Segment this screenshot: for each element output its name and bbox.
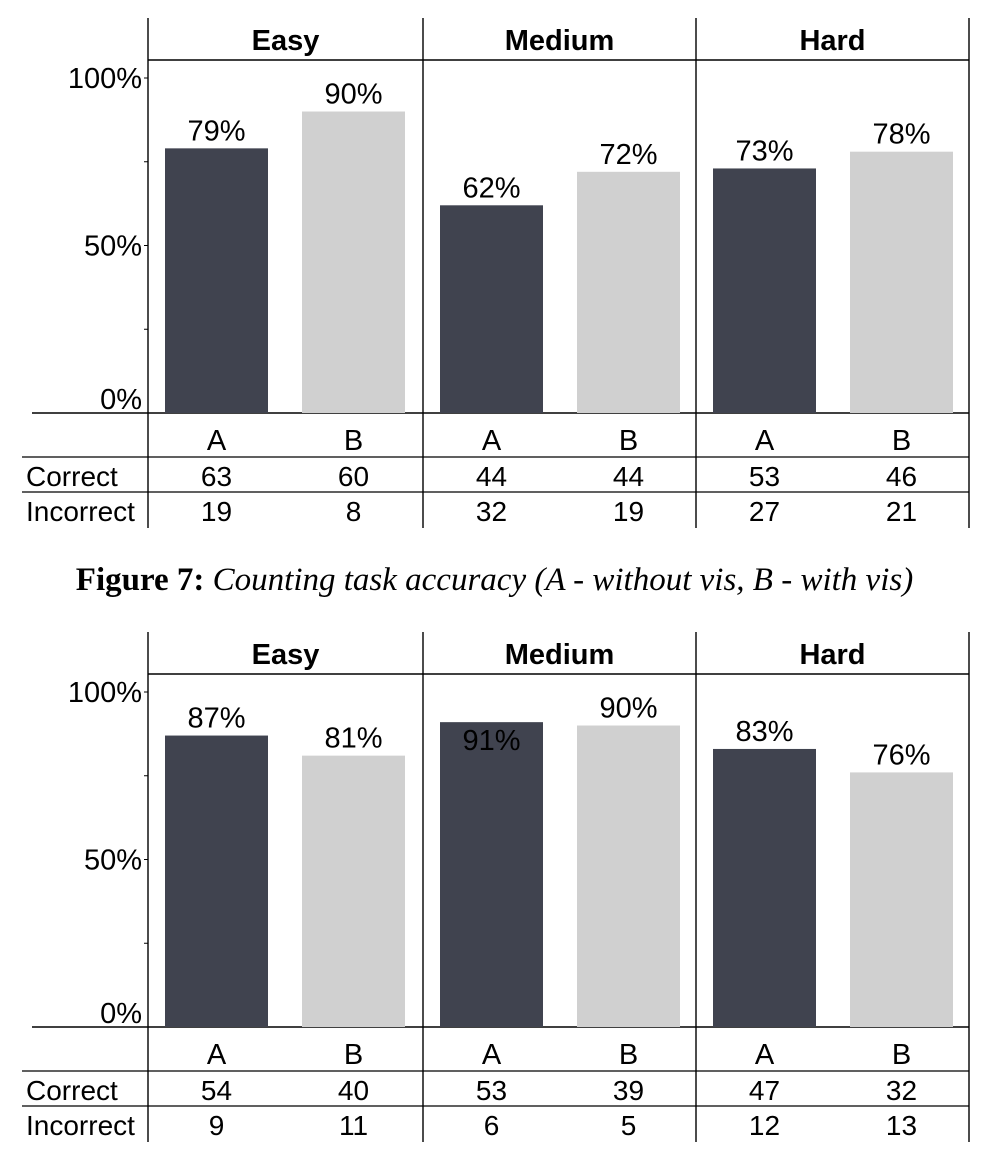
c2-table-cell-incorrect: 9 bbox=[209, 1110, 225, 1141]
figure-caption: Figure 7: Counting task accuracy (A - wi… bbox=[0, 562, 989, 599]
c1-table-cell-correct: 44 bbox=[613, 461, 644, 492]
c1-group-label-easy: Easy bbox=[252, 25, 320, 57]
c2-table-cell-correct: 32 bbox=[886, 1075, 917, 1106]
c2-table-cell-incorrect: 5 bbox=[621, 1110, 637, 1141]
c1-data-label-medium-a: 62% bbox=[462, 172, 520, 204]
c2-table-cell-incorrect: 11 bbox=[339, 1110, 368, 1141]
c1-data-label-medium-b: 72% bbox=[599, 139, 657, 171]
c2-category-label-easy-b: B bbox=[344, 1039, 363, 1071]
c2-table-cell-incorrect: 6 bbox=[484, 1110, 500, 1141]
c1-table-cell-correct: 44 bbox=[476, 461, 507, 492]
c1-bar-hard-a bbox=[713, 168, 816, 413]
c1-bar-medium-b bbox=[577, 171, 680, 413]
c2-category-label-medium-b: B bbox=[619, 1039, 638, 1071]
c1-table-cell-incorrect: 27 bbox=[749, 496, 780, 527]
c1-table-cell-correct: 60 bbox=[338, 461, 369, 492]
c2-data-label-hard-a: 83% bbox=[735, 716, 793, 748]
c1-category-label-medium-b: B bbox=[619, 425, 638, 457]
c2-data-label-easy-a: 87% bbox=[187, 703, 245, 735]
c1-data-label-hard-b: 78% bbox=[872, 119, 930, 151]
c2-y-tick-label: 50% bbox=[84, 845, 142, 877]
c2-y-tick-label: 100% bbox=[68, 677, 142, 709]
c1-table-cell-correct: 46 bbox=[886, 461, 917, 492]
c2-table-cell-incorrect: 12 bbox=[749, 1110, 780, 1141]
c1-category-label-hard-a: A bbox=[755, 425, 775, 457]
c1-table-cell-incorrect: 19 bbox=[201, 496, 232, 527]
c2-group-label-easy: Easy bbox=[252, 639, 320, 671]
c2-data-label-medium-b: 90% bbox=[599, 693, 657, 725]
c2-table-cell-incorrect: 13 bbox=[886, 1110, 917, 1141]
c2-table-cell-correct: 40 bbox=[338, 1075, 369, 1106]
chart-top: 0% 50% 100% Easy 79% A 63 19 90% B 60 8 Medium 62% A 44… bbox=[22, 18, 970, 528]
c1-table-row-label-incorrect: Incorrect bbox=[26, 496, 135, 527]
c1-data-label-easy-b: 90% bbox=[324, 79, 382, 111]
c1-group-label-hard: Hard bbox=[799, 25, 865, 57]
c1-bar-easy-a bbox=[165, 148, 268, 413]
c2-category-label-hard-a: A bbox=[755, 1039, 775, 1071]
c1-table-cell-incorrect: 21 bbox=[886, 496, 917, 527]
c1-group-label-medium: Medium bbox=[505, 25, 615, 57]
c1-category-label-easy-a: A bbox=[207, 425, 227, 457]
c1-category-label-easy-b: B bbox=[344, 425, 363, 457]
c2-table-cell-correct: 39 bbox=[613, 1075, 644, 1106]
c2-bar-medium-b bbox=[577, 725, 680, 1027]
c2-bar-hard-b bbox=[850, 772, 953, 1027]
c2-bar-hard-a bbox=[713, 748, 816, 1027]
chart-bottom: 0%50%100%Easy87%A54981%B4011Medium91%A53… bbox=[22, 632, 970, 1142]
caption-label: Figure 7: bbox=[75, 562, 205, 598]
c2-y-tick-label: 0% bbox=[100, 998, 142, 1030]
c2-category-label-easy-a: A bbox=[207, 1039, 227, 1071]
c2-group-label-hard: Hard bbox=[799, 639, 865, 671]
c1-table-cell-correct: 53 bbox=[749, 461, 780, 492]
c1-bar-easy-b bbox=[302, 111, 405, 413]
c2-bar-medium-a bbox=[440, 722, 543, 1027]
c1-data-label-hard-a: 73% bbox=[735, 135, 793, 167]
c2-table-cell-correct: 54 bbox=[201, 1075, 232, 1106]
c1-table-cell-incorrect: 32 bbox=[476, 496, 507, 527]
c2-table-cell-correct: 53 bbox=[476, 1075, 507, 1106]
c1-bar-medium-a bbox=[440, 205, 543, 413]
c2-table-row-label-correct: Correct bbox=[26, 1075, 118, 1106]
c2-data-label-easy-b: 81% bbox=[324, 723, 382, 755]
c2-category-label-hard-b: B bbox=[892, 1039, 911, 1071]
c2-table-cell-correct: 47 bbox=[749, 1075, 780, 1106]
c1-y-tick-label: 100% bbox=[68, 63, 142, 95]
c1-category-label-hard-b: B bbox=[892, 425, 911, 457]
c1-y-tick-label: 50% bbox=[84, 231, 142, 263]
c2-group-label-medium: Medium bbox=[505, 639, 615, 671]
c1-y-tick-label: 0% bbox=[100, 384, 142, 416]
c1-table-cell-incorrect: 8 bbox=[346, 496, 362, 527]
c2-data-label-medium-a: 91% bbox=[462, 725, 520, 757]
c1-table-cell-correct: 63 bbox=[201, 461, 232, 492]
c1-table-cell-incorrect: 19 bbox=[613, 496, 644, 527]
c1-data-label-easy-a: 79% bbox=[187, 115, 245, 147]
c2-data-label-hard-b: 76% bbox=[872, 739, 930, 771]
c1-table-row-label-correct: Correct bbox=[26, 461, 118, 492]
caption-text: Counting task accuracy (A - without vis,… bbox=[212, 562, 914, 598]
c1-bar-hard-b bbox=[850, 151, 953, 413]
c2-category-label-medium-a: A bbox=[482, 1039, 502, 1071]
c2-bar-easy-a bbox=[165, 735, 268, 1027]
c1-category-label-medium-a: A bbox=[482, 425, 502, 457]
c2-table-row-label-incorrect: Incorrect bbox=[26, 1110, 135, 1141]
c2-bar-easy-b bbox=[302, 755, 405, 1027]
